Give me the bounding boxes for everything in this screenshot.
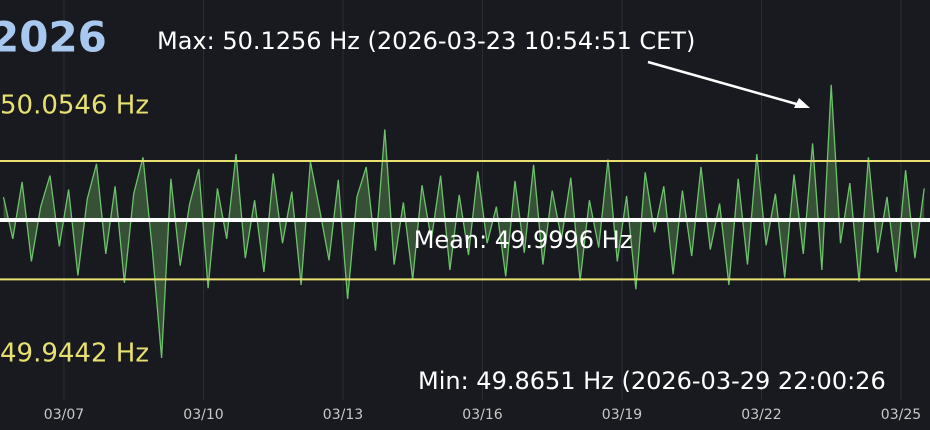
x-tick-label: 03/19 [602, 407, 642, 423]
chart-title: 2026 [0, 13, 107, 62]
x-tick-label: 03/07 [44, 407, 84, 423]
x-tick-label: 03/13 [323, 407, 363, 423]
x-tick-label: 03/16 [462, 407, 502, 423]
arrow-head [794, 98, 810, 108]
reference-label: Mean: 49.9996 Hz [414, 226, 633, 254]
x-tick-label: 03/25 [881, 407, 921, 423]
min-annotation: Min: 49.8651 Hz (2026-03-29 22:00:26 [418, 367, 886, 395]
max-annotation: Max: 50.1256 Hz (2026-03-23 10:54:51 CET… [157, 27, 695, 55]
reference-label: 50.0546 Hz [0, 91, 149, 121]
x-tick-label: 03/10 [183, 407, 223, 423]
reference-label: 49.9442 Hz [0, 339, 149, 369]
annotation-arrow [647, 60, 801, 107]
x-tick-label: 03/22 [741, 407, 781, 423]
